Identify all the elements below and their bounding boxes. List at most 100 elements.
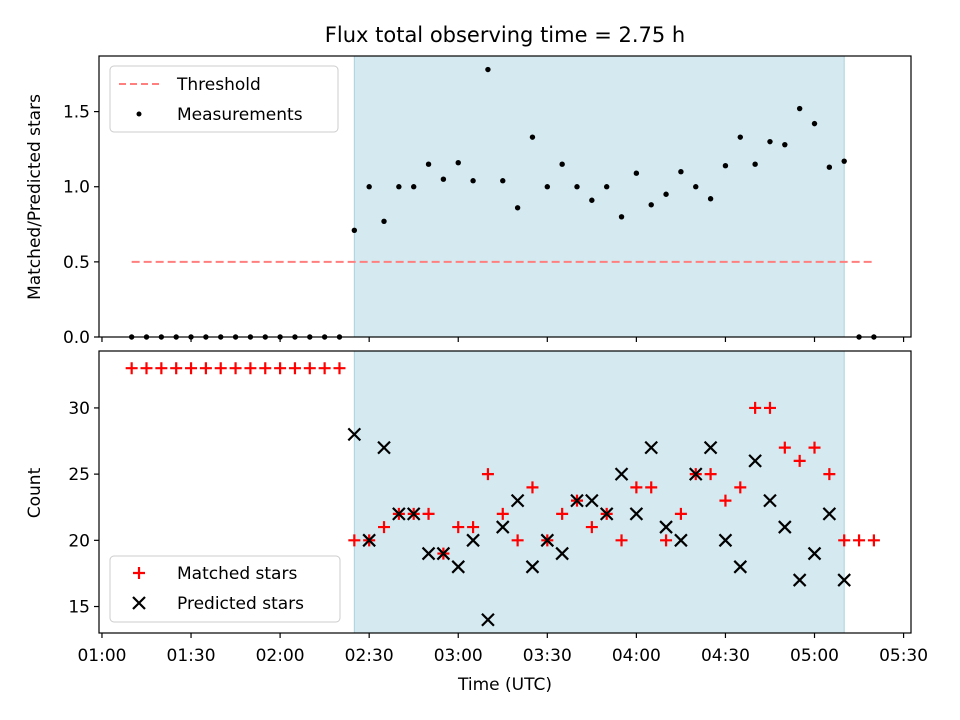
legend-matched-label: Matched stars — [177, 564, 297, 584]
predicted-star-point — [688, 467, 703, 481]
predicted-star-point — [495, 520, 510, 534]
measurement-point — [589, 197, 595, 203]
matched-star-point — [229, 362, 242, 375]
measurement-point — [485, 66, 491, 73]
measurement-point — [514, 205, 521, 211]
measurement-point — [633, 170, 640, 176]
plot-frame-bottom — [98, 350, 912, 634]
predicted-star-point — [792, 573, 807, 587]
y-tick-label: 0.5 — [63, 253, 90, 273]
measurement-point — [826, 164, 833, 170]
predicted-star-point — [421, 546, 436, 561]
matched-star-point — [348, 534, 361, 547]
y-tick-label: 1.5 — [63, 103, 90, 123]
measurement-point — [603, 184, 610, 190]
legend-measurement-swatch — [136, 111, 142, 117]
matched-star-point — [170, 362, 183, 375]
measurement-point — [782, 141, 788, 148]
matched-star-point — [585, 521, 598, 534]
y-tick-label: 30 — [68, 399, 90, 419]
measurement-point — [693, 184, 699, 190]
measurement-point — [663, 191, 669, 197]
matched-star-point — [303, 362, 316, 375]
predicted-star-point — [406, 507, 421, 521]
predicted-star-point — [599, 507, 614, 521]
series-bottom — [125, 362, 880, 627]
matched-star-point — [615, 534, 628, 547]
measurement-point — [425, 161, 432, 167]
matched-star-point — [778, 441, 791, 454]
x-tick-label: 05:00 — [790, 646, 839, 666]
measurement-point — [574, 184, 580, 190]
measurement-point — [529, 134, 536, 140]
matched-star-point — [556, 507, 569, 520]
legend-threshold-label: Threshold — [176, 75, 261, 95]
matched-star-point — [645, 481, 658, 494]
measurement-point — [618, 214, 625, 220]
predicted-star-point — [614, 467, 629, 481]
measurement-point — [841, 158, 847, 164]
measurement-point — [707, 196, 714, 202]
matched-star-point — [749, 401, 762, 414]
legend-box-top — [109, 65, 339, 133]
measurement-point — [396, 184, 402, 190]
measurement-point — [752, 161, 758, 167]
predicted-star-point — [763, 493, 777, 508]
x-tick-label: 03:00 — [434, 646, 483, 666]
matched-star-point — [378, 521, 391, 534]
x-tick-label: 02:00 — [256, 646, 305, 666]
series-top — [128, 66, 877, 340]
predicted-star-point — [436, 546, 451, 561]
predicted-star-point — [718, 533, 733, 548]
matched-star-point — [422, 507, 435, 520]
matched-star-point — [734, 481, 747, 494]
matched-star-point — [674, 507, 687, 520]
predicted-star-point — [733, 560, 748, 574]
y-axis-label-bottom: Count — [25, 467, 45, 518]
measurement-point — [559, 161, 565, 167]
x-ticks-bottom: 01:00 01:30 02:00 02:30 03:00 03:30 04:00 04:30… — [77, 633, 928, 666]
matched-star-point — [288, 362, 301, 375]
predicted-star-point — [466, 533, 480, 548]
matched-star-point — [719, 494, 732, 507]
measurement-point — [811, 120, 818, 127]
predicted-star-point — [674, 533, 688, 548]
predicted-star-point — [481, 612, 495, 627]
legend-matched-swatch — [133, 567, 145, 579]
matched-star-point — [763, 401, 776, 414]
observing-window-top — [353, 55, 845, 338]
x-tick-label: 01:30 — [167, 646, 216, 666]
measurement-point — [544, 184, 551, 190]
x-axis-label: Time (UTC) — [457, 675, 552, 695]
measurement-point — [737, 134, 743, 140]
x-tick-label: 02:30 — [345, 646, 394, 666]
measurement-point — [500, 178, 506, 184]
matched-star-point — [526, 481, 539, 494]
predicted-star-point — [778, 520, 792, 534]
x-tick-label: 04:30 — [701, 646, 750, 666]
measurement-point — [455, 159, 461, 166]
matched-star-point — [630, 481, 643, 494]
legend-predicted-swatch — [132, 596, 146, 610]
matched-star-point — [704, 468, 717, 481]
matched-star-point — [318, 362, 331, 375]
y-ticks-top: 0.0 0.5 1.0 1.5 — [63, 103, 99, 348]
measurement-point — [796, 105, 803, 112]
measurement-point — [722, 162, 729, 169]
predicted-star-point — [392, 507, 406, 521]
predicted-star-point — [585, 493, 599, 508]
matched-star-point — [244, 362, 257, 375]
predicted-star-point — [748, 454, 762, 468]
legend-predicted-label: Predicted stars — [177, 594, 304, 614]
matched-star-point — [481, 468, 494, 481]
matched-star-point — [793, 454, 806, 467]
observing-window-bottom — [353, 350, 845, 634]
measurement-point — [366, 184, 372, 190]
predicted-star-point — [347, 427, 362, 442]
predicted-star-point — [807, 546, 822, 561]
legend-top: Threshold Measurements — [109, 65, 339, 133]
matched-star-point — [259, 362, 272, 375]
x-tick-label: 04:00 — [612, 646, 661, 666]
matched-star-point — [125, 362, 138, 375]
